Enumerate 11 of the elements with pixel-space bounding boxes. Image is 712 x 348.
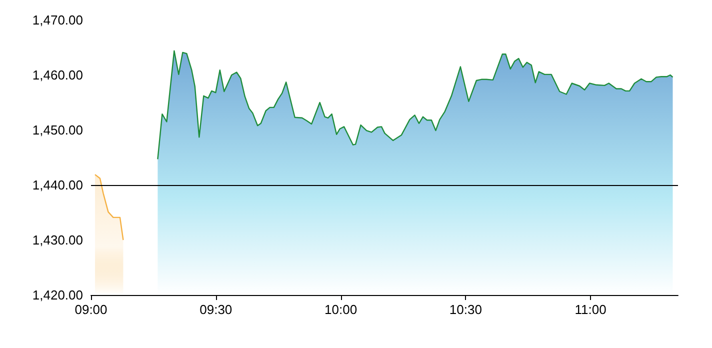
y-tick-label: 1,450.00: [32, 122, 83, 138]
x-tick-label: 09:00: [74, 302, 108, 317]
x-tick-label: 09:30: [200, 302, 232, 317]
y-tick-label: 1,470.00: [32, 12, 83, 28]
x-tick-label: 11:00: [574, 302, 606, 317]
x-tick-label: 10:00: [324, 302, 358, 317]
x-tick-label: 10:30: [449, 302, 482, 317]
y-tick-label: 1,440.00: [32, 178, 83, 192]
y-tick-label: 1,460.00: [32, 68, 83, 82]
y-tick-label: 1,430.00: [32, 232, 83, 248]
y-tick-label: 1,420.00: [32, 288, 83, 302]
